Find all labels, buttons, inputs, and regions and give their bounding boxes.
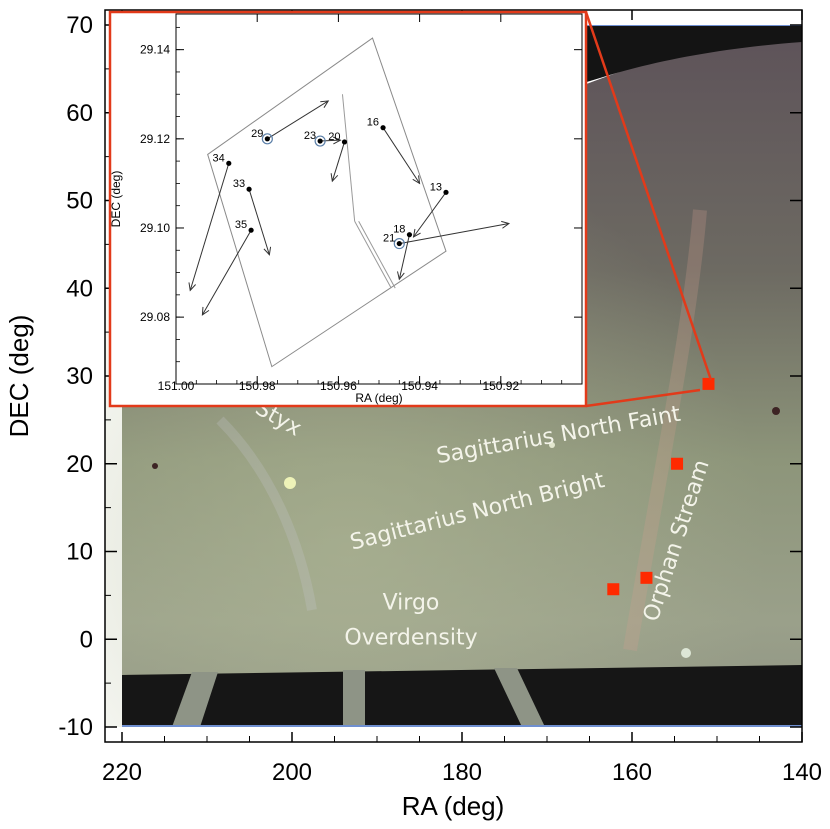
chip-gap-line [354,221,392,289]
bright-star [284,477,296,489]
star-label: 35 [235,219,247,231]
star-label: 20 [328,131,340,143]
main-y-axis-title: DEC (deg) [4,315,34,438]
x-tick-label: 160 [612,759,652,786]
x-tick-label: 200 [272,759,312,786]
y-tick-label: 70 [66,12,93,39]
y-tick-label: 30 [66,363,93,390]
dark-spot [152,463,158,469]
y-tick-label: 20 [66,451,93,478]
inset-y-tick-label: 29.08 [140,310,170,324]
x-tick-label: 220 [102,759,142,786]
inset-background [110,12,586,406]
inset-red-frame [108,10,588,408]
arrow-head [397,271,405,281]
star-label: 33 [233,178,245,190]
proper-motion-arrow [320,139,341,142]
star-label: 16 [367,117,379,129]
stream-label: Overdensity [344,626,477,651]
survey-stripe-1 [172,672,218,727]
survey-gap-top [560,25,802,90]
arrow-head [412,175,421,185]
star-point [380,125,386,131]
arrow-head [201,306,210,316]
field-marker [671,457,684,470]
star-label: 34 [213,152,225,164]
y-tick-label: 50 [66,188,93,215]
proper-motion-arrow [382,127,421,184]
y-tick-label: 40 [66,275,93,302]
y-tick-label: -10 [58,714,93,741]
inset-y-tick-label: 29.14 [140,43,170,57]
star-point [226,160,232,166]
proper-motion-arrow [201,229,252,316]
star-point [443,189,449,195]
inset-y-tick-label: 29.10 [140,221,170,235]
star-point [406,232,413,238]
proper-motion-arrow [399,223,510,245]
star-label: 18 [393,224,405,236]
field-marker [640,571,653,584]
survey-stripe-2 [343,670,365,727]
star-point [248,227,254,233]
x-tick-label: 180 [442,759,482,786]
inset-y-axis-title: DEC (deg) [109,171,123,228]
inset-connector-top [584,11,713,381]
bright-star [549,442,555,448]
chip-gap-line [358,221,396,289]
arrow-head [330,173,339,183]
inset-x-tick-label: 150.94 [401,379,438,393]
star-point [396,240,402,247]
proper-motion-arrow [413,192,447,238]
arrow-head [501,220,511,229]
proper-motion-arrow [189,163,230,291]
stream-label: Virgo [383,590,440,615]
x-tick-label: 140 [782,759,822,786]
star-label: 29 [251,128,263,140]
arrow-head [188,282,196,292]
arrow-head [320,100,330,108]
chip-gap-line [341,94,356,222]
field-footprint [207,37,447,368]
inset-x-tick-label: 150.96 [320,379,357,393]
stream-trace-styx [216,416,317,611]
inset-x-tick-label: 151.00 [158,379,195,393]
arrow-head [332,136,342,145]
star-point [317,138,323,144]
main-x-axis-title: RA (deg) [402,791,505,821]
proper-motion-arrow [331,141,345,182]
inset-connector-bottom [585,388,701,408]
inset-x-axis-title: RA (deg) [355,391,402,405]
highlight-ring [393,237,405,250]
y-tick-label: 10 [66,539,93,566]
arrow-head [263,246,272,256]
y-tick-label: 60 [66,100,93,127]
arrow-head [412,228,421,238]
field-marker [702,377,715,390]
inset-x-tick-label: 150.92 [482,379,519,393]
proper-motion-arrow [248,189,270,255]
highlight-ring [261,133,273,145]
star-label: 21 [383,233,395,245]
bright-star [681,648,691,658]
inset-y-tick-label: 29.12 [140,132,170,146]
star-point [264,136,270,142]
highlight-ring [314,135,326,147]
survey-stripe-3 [494,668,545,727]
star-label: 13 [430,181,442,193]
dark-spot [772,407,780,415]
star-point [341,139,348,145]
proper-motion-arrow [267,100,329,140]
inset-x-tick-label: 150.98 [239,379,276,393]
field-marker [607,583,620,596]
star-label: 23 [304,130,316,142]
star-point [246,186,252,192]
survey-gap-bottom [122,665,802,727]
y-tick-label: 0 [80,626,93,653]
